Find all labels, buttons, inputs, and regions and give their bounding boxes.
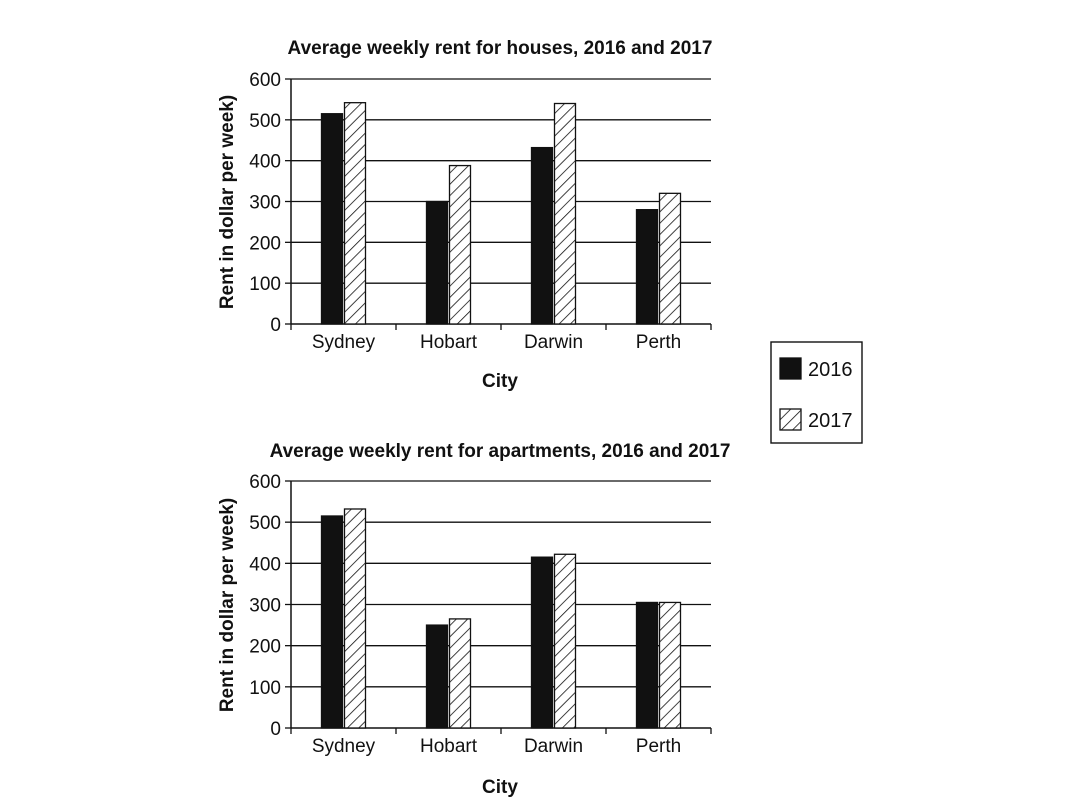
x-category-label: Hobart (420, 736, 478, 757)
chart-title: Average weekly rent for houses, 2016 and… (288, 38, 713, 59)
y-tick-label: 0 (270, 719, 281, 740)
x-axis-title: City (482, 371, 518, 392)
bar-hobart-2016 (425, 200, 449, 325)
legend-label-2017: 2017 (808, 410, 853, 432)
bar-sydney-2017 (343, 508, 367, 729)
y-tick-label: 300 (249, 596, 281, 617)
y-tick-label: 600 (249, 70, 281, 91)
bar-hobart-2017 (448, 618, 472, 729)
legend-swatch-2016 (779, 357, 802, 380)
chart-title: Average weekly rent for apartments, 2016… (270, 441, 731, 462)
y-tick-label: 500 (249, 111, 281, 132)
x-category-label: Darwin (524, 736, 583, 757)
y-tick-label: 500 (249, 513, 281, 534)
legend: 2016 2017 (770, 341, 863, 444)
bar-perth-2017 (658, 192, 682, 325)
y-tick-label: 200 (249, 233, 281, 254)
bar-darwin-2017 (553, 553, 577, 729)
x-category-label: Perth (636, 332, 681, 353)
x-category-label: Hobart (420, 332, 478, 353)
bar-sydney-2017 (343, 102, 367, 325)
legend-swatch-2017 (779, 408, 802, 431)
y-tick-label: 200 (249, 637, 281, 658)
bar-hobart-2017 (448, 164, 472, 325)
x-axis-title: City (482, 777, 518, 798)
bar-sydney-2016 (320, 515, 344, 729)
x-category-label: Darwin (524, 332, 583, 353)
bar-darwin-2016 (530, 146, 554, 325)
y-axis-title: Rent in dollar per week) (217, 498, 238, 712)
y-tick-label: 400 (249, 152, 281, 173)
y-tick-label: 0 (270, 315, 281, 336)
bar-perth-2016 (635, 601, 659, 729)
apartments-chart: Average weekly rent for apartments, 2016… (217, 441, 730, 798)
bar-perth-2016 (635, 209, 659, 325)
y-tick-label: 100 (249, 678, 281, 699)
y-tick-label: 400 (249, 554, 281, 575)
bar-hobart-2016 (425, 624, 449, 729)
houses-chart: Average weekly rent for houses, 2016 and… (217, 38, 712, 392)
y-tick-label: 300 (249, 193, 281, 214)
bar-darwin-2016 (530, 556, 554, 729)
bar-sydney-2016 (320, 113, 344, 325)
y-tick-label: 100 (249, 274, 281, 295)
bar-perth-2017 (658, 601, 682, 729)
x-category-label: Sydney (312, 332, 376, 353)
legend-label-2016: 2016 (808, 359, 853, 381)
x-category-label: Perth (636, 736, 681, 757)
y-axis-title: Rent in dollar per week) (217, 95, 238, 309)
bar-darwin-2017 (553, 102, 577, 325)
x-category-label: Sydney (312, 736, 376, 757)
y-tick-label: 600 (249, 472, 281, 493)
